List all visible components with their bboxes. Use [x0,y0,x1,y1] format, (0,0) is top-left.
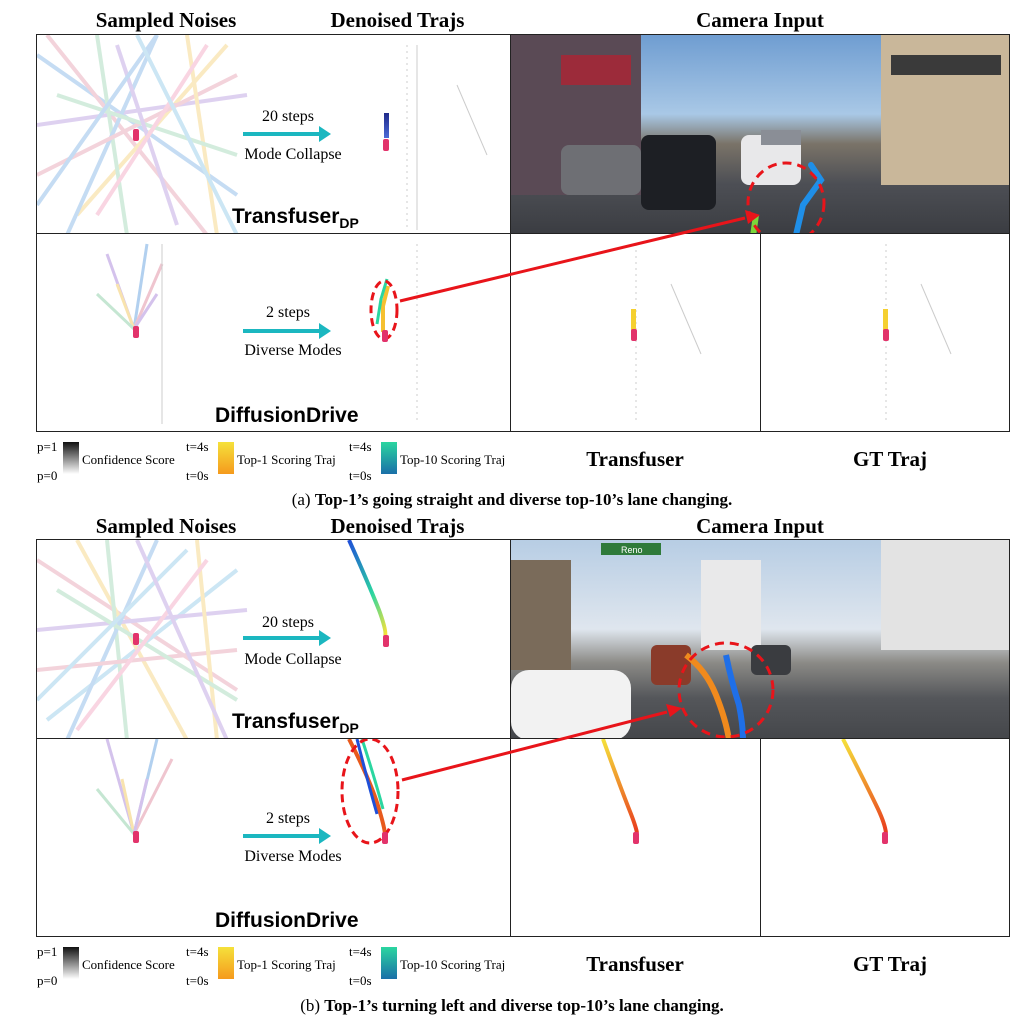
ego-car-icon [383,139,389,151]
ego-car-icon [133,129,139,141]
method-label-diffusiondrive: DiffusionDrive [215,404,359,427]
label-transfuser: Transfuser [586,952,684,976]
steps-label: 20 steps [262,108,314,125]
street-sign [601,543,661,555]
top1-colorbar [218,947,234,979]
ego-car-icon [382,832,388,844]
top1-colorbar [218,442,234,474]
legend-top1: Top-1 Scoring Traj [237,452,336,467]
header-camera-input: Camera Input [696,514,824,538]
mode-label: Mode Collapse [244,651,342,668]
ego-car-icon [133,831,139,843]
ego-car-icon [882,832,888,844]
panel-transfuser-result [510,738,761,937]
legend-p-low: p=0 [37,468,58,483]
legend-p-low: p=0 [37,973,58,988]
ego-car-icon [382,330,388,342]
legend-t-start: t=0s [186,468,209,483]
top10-colorbar [381,947,397,979]
method-label-transfuser-dp: TransfuserDP [232,710,359,737]
mode-label: Diverse Modes [244,342,342,359]
steps-label: 20 steps [262,614,314,631]
legend-confidence: Confidence Score [82,452,175,467]
steps-label: 2 steps [266,810,310,827]
legend-t-start2: t=0s [349,468,372,483]
legend-top10: Top-10 Scoring Traj [400,452,506,467]
ego-car-icon [133,633,139,645]
camera-image-b: Reno [510,539,1010,739]
header-sampled-noises: Sampled Noises [95,8,237,32]
legend-t-end: t=4s [186,439,209,454]
panel-diffusiondrive: 2 steps Diverse Modes DiffusionDrive [36,233,511,432]
ego-car-icon [633,832,639,844]
ego-car-icon [383,635,389,647]
legend-t-end: t=4s [186,944,209,959]
legend-p-high: p=1 [37,439,58,454]
svg-text:Reno: Reno [621,545,643,555]
steps-label: 2 steps [266,304,310,321]
panel-transfuser-result [510,233,761,432]
caption-b: (b) Top-1’s turning left and diverse top… [300,996,724,1015]
label-gt-traj: GT Traj [852,952,928,976]
panel-gt-result [760,738,1010,937]
legend-t-start: t=0s [186,973,209,988]
confidence-colorbar [63,947,79,979]
ego-car-icon [133,326,139,338]
label-transfuser: Transfuser [586,447,684,471]
panel-gt-result [760,233,1010,432]
ego-car-icon [883,329,889,341]
legend-p-high: p=1 [37,944,58,959]
legend-t-end2: t=4s [349,439,372,454]
noise-lines-plot [37,35,488,233]
top10-colorbar [381,442,397,474]
header-sampled-noises: Sampled Noises [95,514,237,538]
method-label-diffusiondrive: DiffusionDrive [215,909,359,932]
panel-transfuser-dp: 20 steps Mode Collapse TransfuserDP [36,539,511,739]
legend-top1: Top-1 Scoring Traj [237,957,336,972]
mode-label: Diverse Modes [244,848,342,865]
header-denoised-trajs: Denoised Trajs [330,8,465,32]
camera-image-a [510,34,1010,234]
legend-t-end2: t=4s [349,944,372,959]
label-gt-traj: GT Traj [852,447,928,471]
panel-diffusiondrive: 2 steps Diverse Modes DiffusionDrive [36,738,511,937]
legend-top10: Top-10 Scoring Traj [400,957,506,972]
header-denoised-trajs: Denoised Trajs [330,514,465,538]
legend-confidence: Confidence Score [82,957,175,972]
ego-car-icon [631,329,637,341]
legend-t-start2: t=0s [349,973,372,988]
mode-label: Mode Collapse [244,146,342,163]
caption-a: (a) Top-1’s going straight and diverse t… [291,490,733,509]
confidence-colorbar [63,442,79,474]
method-label-transfuser-dp: TransfuserDP [232,205,359,232]
header-camera-input: Camera Input [696,8,824,32]
